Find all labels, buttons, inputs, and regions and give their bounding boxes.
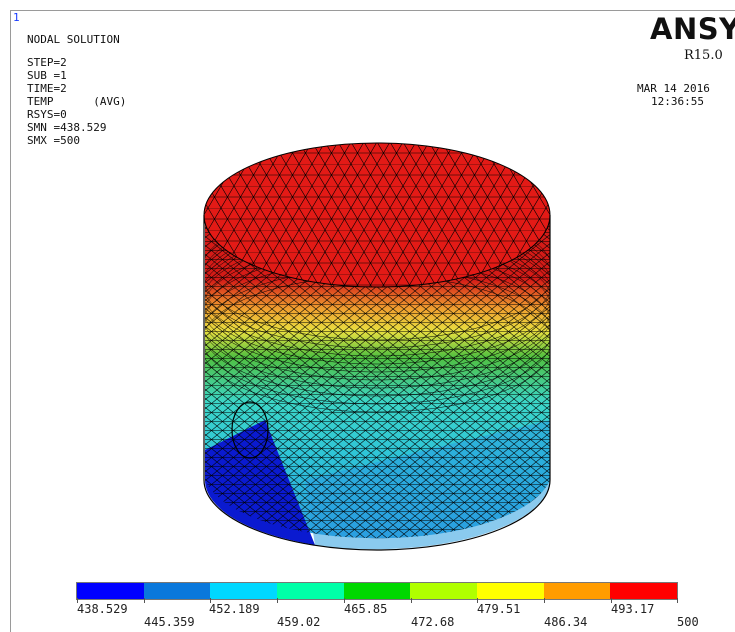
legend-label-2: 445.359	[144, 615, 195, 629]
legend-tick	[477, 598, 478, 603]
legend-label-3: 452.189	[209, 602, 260, 616]
step-readout: STEP=2	[27, 56, 67, 69]
solution-title: NODAL SOLUTION	[27, 33, 120, 46]
legend-label-6: 472.68	[411, 615, 455, 629]
legend-label-4: 459.02	[277, 615, 321, 629]
result-item-readout: TEMP (AVG)	[27, 95, 127, 108]
legend-swatch-7	[477, 583, 544, 599]
crown-mesh	[203, 142, 551, 288]
legend-label-10: 500	[677, 615, 699, 629]
legend-swatch-5	[343, 583, 411, 599]
max-value-readout: SMX =500	[27, 134, 80, 147]
legend-swatch-8	[543, 583, 611, 599]
ansys-logo: ANSYS	[650, 12, 735, 46]
piston-contour-plot	[203, 142, 551, 551]
release-label: R15.0	[684, 48, 723, 63]
legend-tick	[544, 598, 545, 603]
legend-swatch-9	[610, 583, 678, 599]
legend-tick	[144, 598, 145, 603]
legend-swatch-1	[77, 583, 144, 599]
time-readout: TIME=2	[27, 82, 67, 95]
viewport-border-top	[10, 10, 735, 11]
substep-readout: SUB =1	[27, 69, 67, 82]
rsys-readout: RSYS=0	[27, 108, 67, 121]
window-number: 1	[13, 11, 20, 24]
viewport-border-left	[10, 10, 11, 632]
legend-tick	[77, 598, 78, 603]
legend-tick	[210, 598, 211, 603]
side-surface-mesh	[205, 215, 550, 539]
legend-tick	[677, 598, 678, 603]
piston-outline	[203, 215, 551, 551]
legend-tick	[344, 598, 345, 603]
legend-swatch-6	[410, 583, 478, 599]
legend-label-5: 465.85	[344, 602, 388, 616]
contour-legend-bar	[76, 582, 678, 600]
time-label: 12:36:55	[651, 95, 704, 108]
legend-label-8: 486.34	[544, 615, 588, 629]
legend-label-1: 438.529	[77, 602, 128, 616]
legend-label-7: 479.51	[477, 602, 521, 616]
legend-tick	[277, 598, 278, 603]
legend-swatch-4	[277, 583, 344, 599]
legend-swatch-2	[143, 583, 211, 599]
min-value-readout: SMN =438.529	[27, 121, 107, 134]
legend-label-9: 493.17	[611, 602, 655, 616]
legend-tick	[411, 598, 412, 603]
date-label: MAR 14 2016	[637, 82, 710, 95]
legend-swatch-3	[210, 583, 278, 599]
legend-tick	[611, 598, 612, 603]
